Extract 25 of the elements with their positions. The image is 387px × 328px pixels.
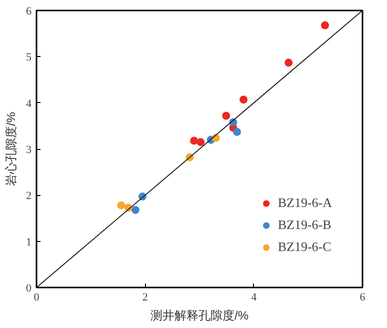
- y-axis-title: 岩心孔隙度/%: [4, 112, 18, 186]
- x-tick-label: 4: [251, 292, 258, 304]
- legend-label: BZ19-6-A: [278, 195, 332, 211]
- point: [284, 58, 293, 67]
- x-axis-title: 测井解释孔隙度/%: [150, 308, 249, 322]
- y-tick-label: 1: [26, 236, 32, 248]
- point: [131, 206, 140, 214]
- x-tick-label: 2: [142, 292, 148, 304]
- y-tick-label: 2: [26, 190, 32, 202]
- x-tick-label: 6: [360, 292, 366, 304]
- y-tick-label: 0: [26, 282, 32, 294]
- point: [196, 138, 205, 146]
- y-tick-label: 5: [26, 52, 32, 64]
- point: [240, 96, 248, 104]
- point: [321, 21, 330, 30]
- legend-label: BZ19-6-B: [278, 217, 332, 233]
- point: [190, 136, 198, 145]
- y-tick-label: 6: [26, 6, 32, 18]
- legend-label: BZ19-6-C: [278, 239, 332, 255]
- point: [232, 128, 241, 136]
- x-tick-label: 0: [34, 292, 40, 304]
- y-tick-label: 3: [26, 144, 32, 156]
- y-tick-label: 4: [26, 98, 32, 110]
- point: [222, 112, 230, 120]
- point: [117, 201, 126, 210]
